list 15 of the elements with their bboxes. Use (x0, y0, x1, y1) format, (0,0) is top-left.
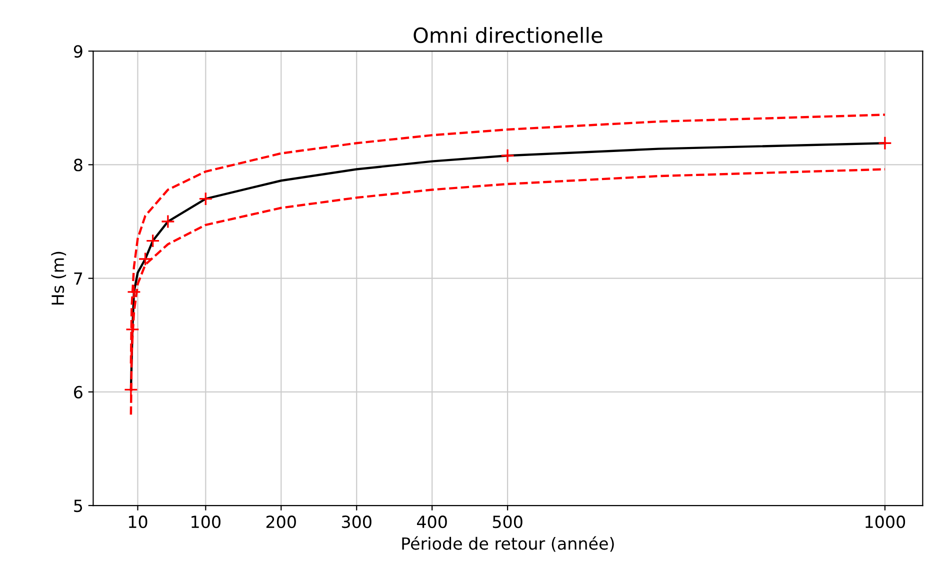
x-tick-label: 200 (266, 516, 296, 528)
x-tick-label: 500 (492, 516, 522, 528)
y-axis-title: Hs (m) (51, 252, 66, 305)
y-tick-label: 7 (74, 272, 82, 285)
y-tick-label: 5 (74, 500, 82, 512)
chart-title: Omni directionelle (414, 26, 602, 44)
y-tick-label: 6 (74, 386, 82, 398)
x-axis-title: Période de retour (année) (402, 536, 614, 552)
x-tick-label: 300 (342, 516, 372, 528)
y-tick-label: 9 (74, 45, 82, 58)
x-tick-label: 10 (128, 516, 148, 528)
x-tick-label: 100 (192, 516, 220, 528)
y-tick-label: 8 (74, 158, 82, 172)
x-tick-label: 400 (416, 516, 447, 528)
x-tick-label: 1000 (866, 516, 906, 528)
